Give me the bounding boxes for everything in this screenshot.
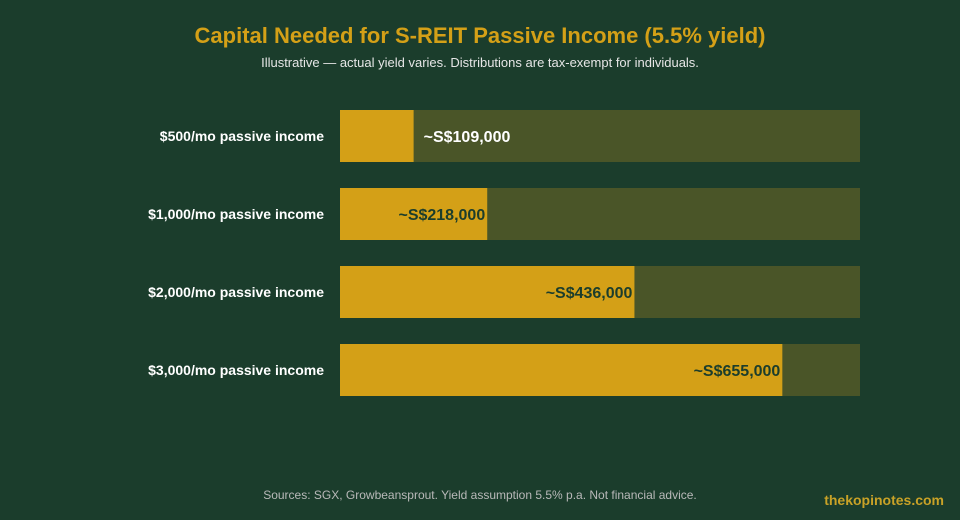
category-label: $2,000/mo passive income — [148, 284, 324, 300]
category-label: $3,000/mo passive income — [148, 362, 324, 378]
data-label: ~S$436,000 — [546, 285, 633, 302]
chart-subtitle: Illustrative — actual yield varies. Dist… — [261, 55, 699, 70]
chart-title: Capital Needed for S-REIT Passive Income… — [194, 23, 766, 48]
source-note: Sources: SGX, Growbeansprout. Yield assu… — [263, 488, 697, 502]
brand-watermark: thekopinotes.com — [824, 492, 944, 508]
bar — [340, 110, 414, 162]
bar-track — [340, 110, 860, 162]
data-label: ~S$218,000 — [398, 207, 485, 224]
bar — [340, 266, 635, 318]
data-label: ~S$655,000 — [694, 363, 781, 380]
data-label: ~S$109,000 — [424, 129, 511, 146]
bar — [340, 188, 488, 240]
category-label: $1,000/mo passive income — [148, 206, 324, 222]
category-label: $500/mo passive income — [160, 128, 324, 144]
bar — [340, 344, 783, 396]
